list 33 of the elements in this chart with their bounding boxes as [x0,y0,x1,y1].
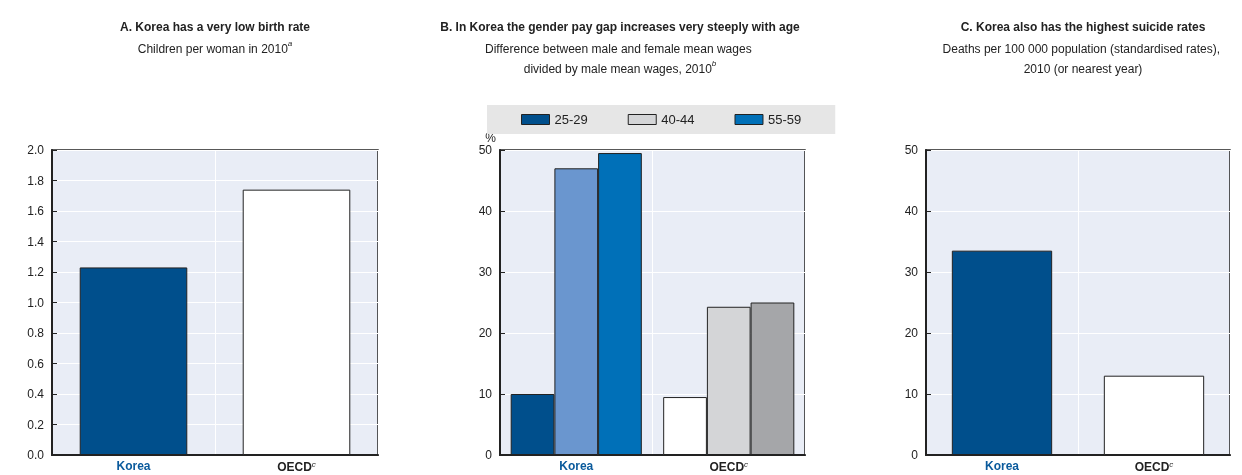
y-tick-label: 0.8 [27,326,45,340]
legend-label: 40-44 [661,112,695,127]
y-tick-label: 10 [478,387,493,401]
y-tick-label: 50 [478,143,493,157]
chart-title: A. Korea has a very low birth rate [119,20,311,34]
y-tick-label: 1.8 [27,173,45,188]
x-tick-label: Korea [559,459,594,473]
y-tick-label: 50 [904,143,919,157]
y-tick-label: 40 [478,204,493,218]
y-tick-label: 10 [904,387,919,401]
y-tick-label: 1.0 [27,295,45,310]
y-tick-label: 20 [904,326,919,340]
y-tick-label: 0.4 [27,387,45,401]
y-tick-label: 30 [904,265,919,279]
x-tick-label: Korea [984,459,1020,473]
chart-subtitle: Deaths per 100 000 population (standardised rates), 2010 (or nearest year) [942,42,1224,76]
legend-label: 55-59 [768,112,802,127]
y-tick-label: 1.6 [27,204,45,218]
y-tick-label: 2.0 [27,143,45,157]
y-tick-label: 0.6 [27,356,45,371]
y-tick-label: 30 [478,265,493,279]
y-tick-label: 0.0 [27,448,45,462]
y-tick-label: 1.4 [27,234,45,249]
y-tick-label: 0 [911,448,919,462]
chart-title: B. In Korea the gender pay gap increases very steeply with age [440,20,801,34]
y-tick-label: 40 [904,204,919,218]
y-tick-label: 20 [478,326,493,340]
y-tick-label: 0 [485,448,493,462]
legend-label: 25-29 [554,112,588,127]
y-tick-label: 1.2 [27,265,45,279]
chart-title: C. Korea also has the highest suicide rates [960,20,1206,34]
y-tick-label: 0.2 [27,417,45,432]
x-tick-label: Korea [116,459,151,473]
